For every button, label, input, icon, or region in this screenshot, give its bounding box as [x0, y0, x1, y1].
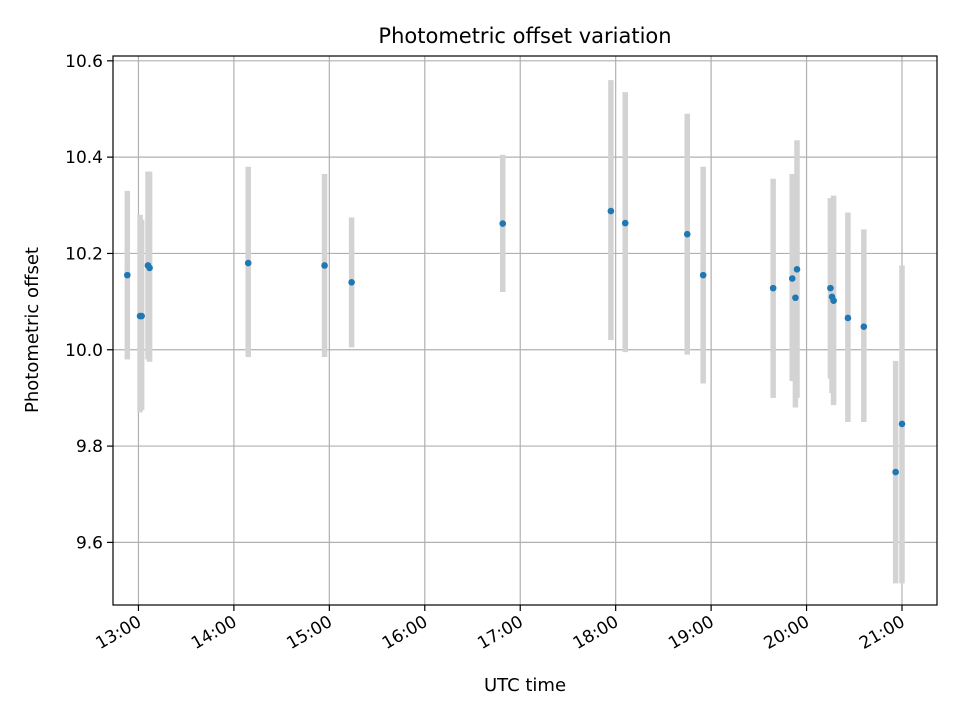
- data-point: [138, 312, 145, 320]
- grid: [113, 56, 937, 605]
- y-tick-label: 10.6: [65, 52, 103, 72]
- data-point: [860, 323, 868, 330]
- y-tick-label: 9.6: [76, 533, 103, 553]
- y-tick-label: 10.4: [65, 148, 103, 168]
- y-tick-label: 10.2: [65, 244, 103, 264]
- data-point: [830, 297, 837, 304]
- data-point: [699, 271, 707, 279]
- data-point: [827, 284, 834, 292]
- data-point: [124, 271, 131, 279]
- y-axis-label: Photometric offset: [22, 247, 43, 413]
- data-point: [348, 279, 355, 286]
- data-point: [499, 220, 507, 227]
- data-point: [793, 266, 801, 273]
- chart-title: Photometric offset variation: [378, 24, 671, 48]
- data-point: [621, 219, 629, 227]
- y-tick-label: 9.8: [76, 437, 103, 457]
- data-points: [124, 207, 906, 476]
- data-point: [769, 284, 777, 292]
- y-axis: 9.6 9.8 10.0 10.2 10.4 10.6: [65, 52, 113, 553]
- x-axis-label: UTC time: [484, 675, 566, 696]
- data-point: [683, 230, 691, 238]
- data-point: [844, 314, 852, 322]
- data-point: [892, 468, 899, 476]
- data-point: [146, 264, 153, 272]
- data-point: [898, 420, 906, 428]
- data-point: [607, 207, 615, 215]
- data-point: [244, 259, 252, 267]
- plot-frame: [112, 55, 938, 606]
- y-tick-label: 10.0: [65, 341, 103, 361]
- data-point: [321, 262, 328, 269]
- data-point: [788, 275, 796, 282]
- data-point: [792, 294, 799, 302]
